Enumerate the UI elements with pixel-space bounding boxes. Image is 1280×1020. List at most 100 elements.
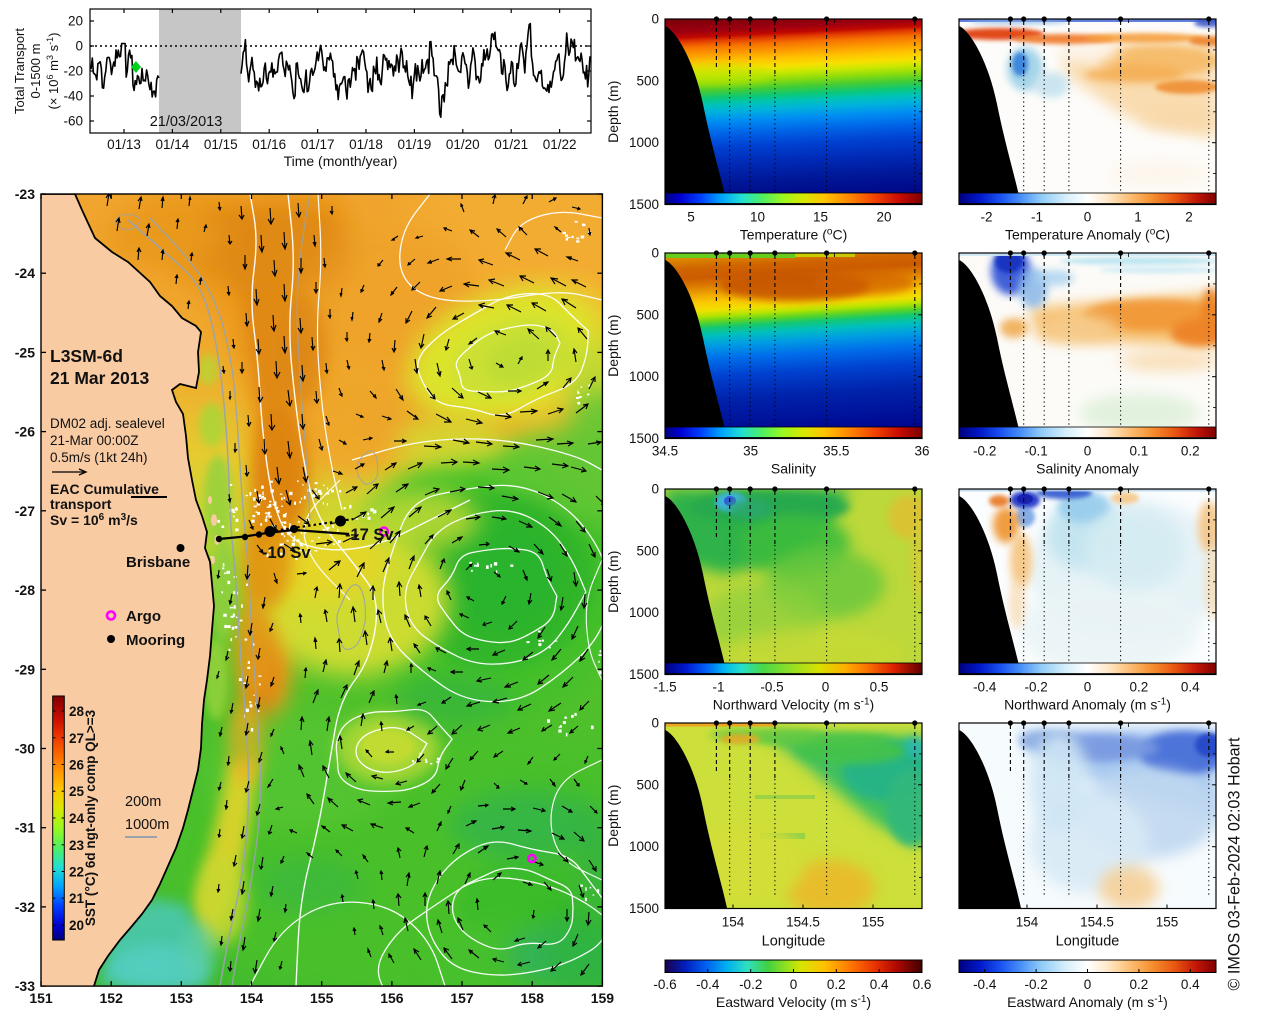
svg-text:-33: -33 bbox=[15, 978, 35, 994]
svg-text:28: 28 bbox=[69, 704, 85, 719]
svg-text:0.2: 0.2 bbox=[1130, 977, 1149, 992]
svg-text:10: 10 bbox=[750, 210, 765, 225]
svg-text:-0.1: -0.1 bbox=[1024, 444, 1047, 459]
svg-text:158: 158 bbox=[521, 990, 545, 1006]
svg-text:0.2: 0.2 bbox=[1181, 444, 1200, 459]
svg-text:1000: 1000 bbox=[629, 369, 659, 384]
svg-text:500: 500 bbox=[636, 73, 659, 88]
svg-text:-10 Sv: -10 Sv bbox=[262, 544, 311, 562]
svg-text:154.5: 154.5 bbox=[1080, 915, 1114, 930]
svg-text:0: 0 bbox=[1084, 210, 1092, 225]
svg-text:26: 26 bbox=[69, 758, 85, 773]
svg-text:20: 20 bbox=[68, 14, 83, 29]
svg-text:20: 20 bbox=[69, 918, 84, 933]
svg-text:Depth (m): Depth (m) bbox=[605, 785, 621, 847]
svg-text:Temperature Anomaly (oC): Temperature Anomaly (oC) bbox=[1005, 227, 1170, 243]
svg-text:-2: -2 bbox=[980, 210, 992, 225]
svg-text:153: 153 bbox=[170, 990, 194, 1006]
svg-text:0: 0 bbox=[651, 246, 659, 261]
svg-text:Depth (m): Depth (m) bbox=[605, 81, 621, 143]
svg-text:34.5: 34.5 bbox=[652, 444, 678, 459]
svg-text:154: 154 bbox=[722, 915, 745, 930]
svg-text:Longitude: Longitude bbox=[1056, 934, 1120, 950]
svg-text:-31: -31 bbox=[15, 820, 35, 836]
svg-text:21: 21 bbox=[69, 891, 85, 906]
svg-text:-28: -28 bbox=[15, 582, 35, 598]
svg-text:0.5m/s (1kt 24h): 0.5m/s (1kt 24h) bbox=[50, 450, 148, 465]
svg-text:1000: 1000 bbox=[629, 605, 659, 620]
svg-text:0.2: 0.2 bbox=[827, 977, 846, 992]
svg-text:0.4: 0.4 bbox=[1181, 680, 1200, 695]
svg-text:Argo: Argo bbox=[126, 608, 161, 625]
svg-text:0: 0 bbox=[651, 716, 659, 731]
svg-text:01/22: 01/22 bbox=[543, 137, 577, 152]
svg-text:1000: 1000 bbox=[629, 839, 659, 854]
svg-text:23: 23 bbox=[69, 838, 85, 853]
svg-text:154: 154 bbox=[1016, 915, 1039, 930]
svg-text:Sv = 106 m3/s: Sv = 106 m3/s bbox=[50, 512, 138, 528]
svg-text:01/15: 01/15 bbox=[204, 137, 238, 152]
svg-text:01/17: 01/17 bbox=[301, 137, 335, 152]
svg-text:-27: -27 bbox=[15, 503, 35, 519]
svg-text:-1: -1 bbox=[712, 680, 724, 695]
svg-text:0-1500 m: 0-1500 m bbox=[28, 44, 43, 99]
svg-text:36: 36 bbox=[914, 444, 929, 459]
svg-text:0: 0 bbox=[651, 12, 659, 27]
svg-text:-0.4: -0.4 bbox=[973, 680, 997, 695]
svg-text:-30: -30 bbox=[15, 741, 35, 757]
svg-text:1000: 1000 bbox=[629, 135, 659, 150]
svg-text:24: 24 bbox=[69, 811, 85, 826]
svg-text:Salinity Anomaly: Salinity Anomaly bbox=[1036, 461, 1139, 477]
svg-text:500: 500 bbox=[636, 543, 659, 558]
svg-text:1500: 1500 bbox=[629, 197, 659, 212]
svg-text:-0.2: -0.2 bbox=[1024, 680, 1047, 695]
svg-text:-0.2: -0.2 bbox=[1024, 977, 1047, 992]
svg-text:EAC Cumulative: EAC Cumulative bbox=[50, 481, 159, 497]
svg-text:1500: 1500 bbox=[629, 901, 659, 916]
svg-text:0: 0 bbox=[790, 977, 798, 992]
svg-text:-60: -60 bbox=[63, 114, 83, 129]
svg-text:(× 106 m3 s-1): (× 106 m3 s-1) bbox=[45, 33, 61, 110]
svg-text:-0.4: -0.4 bbox=[973, 977, 997, 992]
svg-text:1500: 1500 bbox=[629, 667, 659, 682]
svg-text:Salinity: Salinity bbox=[771, 461, 816, 477]
svg-text:21 Mar 2013: 21 Mar 2013 bbox=[50, 368, 150, 388]
svg-text:154: 154 bbox=[240, 990, 264, 1006]
svg-text:01/21: 01/21 bbox=[494, 137, 528, 152]
svg-text:155: 155 bbox=[1156, 915, 1179, 930]
svg-text:01/18: 01/18 bbox=[349, 137, 383, 152]
svg-text:0: 0 bbox=[75, 39, 83, 54]
svg-text:0: 0 bbox=[822, 680, 830, 695]
svg-text:Eastward Velocity (m s-1): Eastward Velocity (m s-1) bbox=[716, 994, 871, 1010]
svg-text:01/16: 01/16 bbox=[252, 137, 286, 152]
svg-text:0.2: 0.2 bbox=[1130, 680, 1149, 695]
svg-text:-0.6: -0.6 bbox=[653, 977, 676, 992]
svg-text:0.4: 0.4 bbox=[870, 977, 889, 992]
svg-text:21/03/2013: 21/03/2013 bbox=[150, 114, 223, 130]
svg-text:Depth (m): Depth (m) bbox=[605, 315, 621, 377]
svg-text:0.4: 0.4 bbox=[1181, 977, 1200, 992]
svg-text:L3SM-6d: L3SM-6d bbox=[50, 346, 123, 366]
svg-text:-0.2: -0.2 bbox=[739, 977, 762, 992]
svg-text:01/13: 01/13 bbox=[107, 137, 141, 152]
svg-text:200m: 200m bbox=[125, 794, 161, 810]
svg-text:-0.5: -0.5 bbox=[760, 680, 783, 695]
svg-text:Mooring: Mooring bbox=[126, 632, 185, 649]
svg-text:Northward Velocity (m s-1): Northward Velocity (m s-1) bbox=[713, 697, 874, 713]
svg-text:-26: -26 bbox=[15, 424, 35, 440]
svg-text:Temperature (oC): Temperature (oC) bbox=[740, 227, 848, 243]
svg-text:01/20: 01/20 bbox=[446, 137, 480, 152]
svg-text:0: 0 bbox=[1084, 444, 1092, 459]
svg-text:© IMOS 03-Feb-2024 02:03 Hobar: © IMOS 03-Feb-2024 02:03 Hobart bbox=[1226, 737, 1244, 991]
svg-text:27: 27 bbox=[69, 731, 84, 746]
svg-text:DM02 adj. sealevel: DM02 adj. sealevel bbox=[50, 416, 165, 431]
svg-text:-23: -23 bbox=[15, 186, 35, 202]
svg-text:-17 Sv: -17 Sv bbox=[345, 526, 394, 544]
svg-text:0: 0 bbox=[1084, 977, 1092, 992]
svg-text:01/19: 01/19 bbox=[398, 137, 432, 152]
svg-text:0.1: 0.1 bbox=[1130, 444, 1149, 459]
svg-text:15: 15 bbox=[813, 210, 828, 225]
svg-text:500: 500 bbox=[636, 777, 659, 792]
svg-text:-1.5: -1.5 bbox=[653, 680, 676, 695]
svg-text:01/14: 01/14 bbox=[156, 137, 190, 152]
